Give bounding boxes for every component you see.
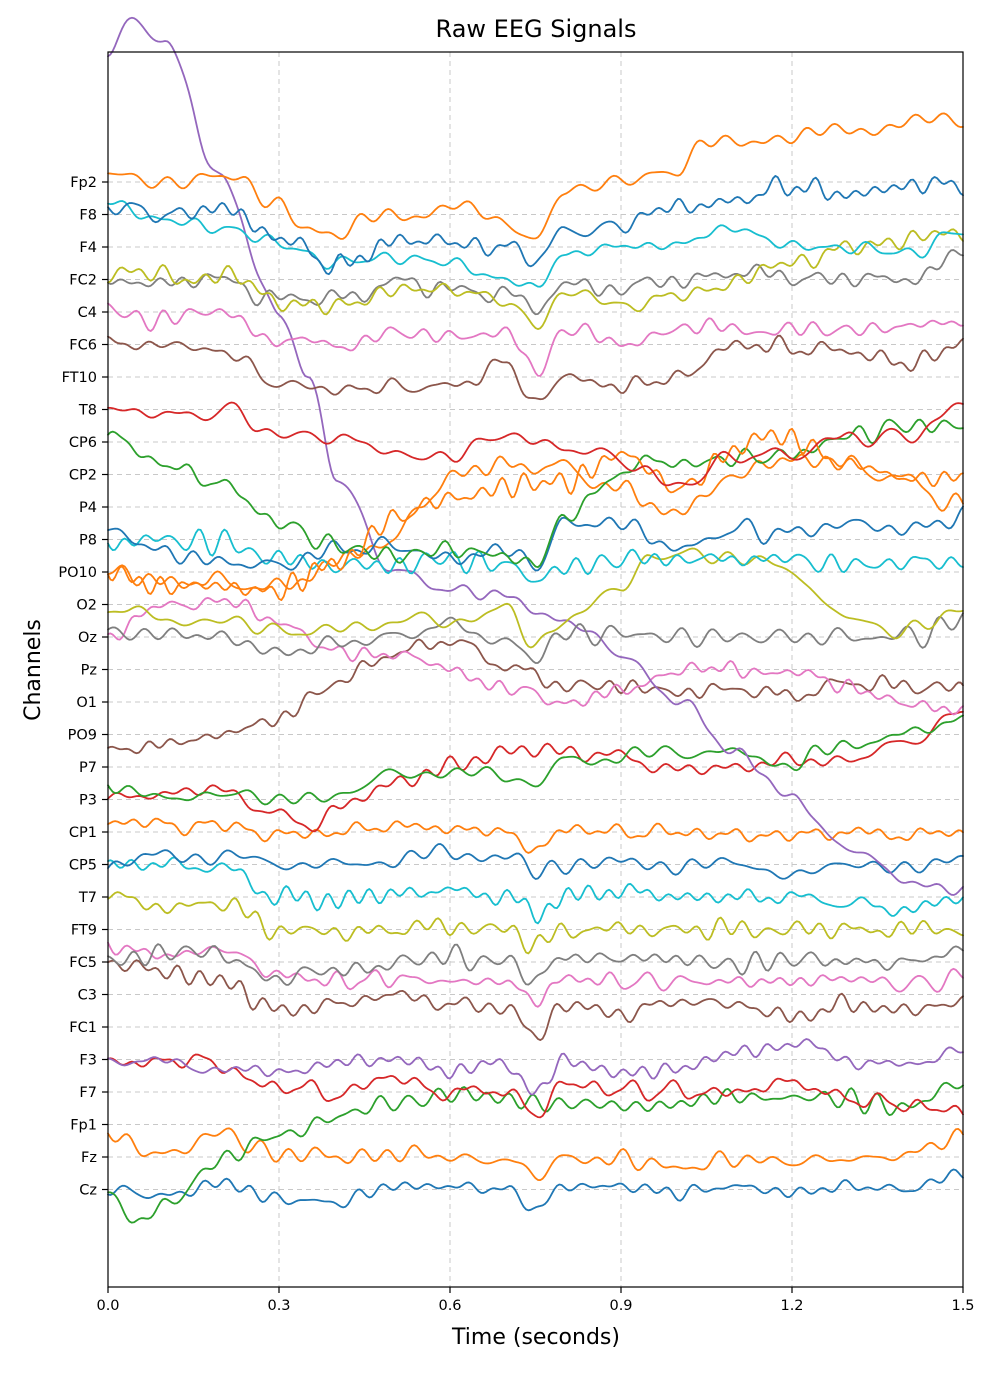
y-tick-label-c3: C3 (78, 988, 97, 1004)
y-tick-label-fc6: FC6 (69, 338, 97, 354)
y-tick-label-fc1: FC1 (69, 1020, 97, 1036)
y-tick-label-cp6: CP6 (69, 435, 97, 451)
trace-p8 (107, 528, 964, 583)
trace-c3 (107, 941, 964, 1008)
trace-fc2 (107, 228, 964, 330)
x-tick-label: 0.0 (96, 1298, 119, 1314)
trace-o2 (107, 547, 964, 649)
x-axis-label: Time (seconds) (451, 1325, 620, 1350)
trace-ft9 (107, 891, 964, 955)
x-tick-label: 0.9 (609, 1298, 632, 1314)
y-tick-label-f8: F8 (79, 208, 97, 224)
trace-cp5 (107, 843, 964, 880)
y-tick-label-f3: F3 (79, 1053, 97, 1069)
trace-o1 (107, 596, 964, 716)
trace-fc1 (107, 959, 964, 1042)
trace-cp6 (107, 427, 964, 601)
trace-f8 (107, 175, 964, 276)
y-tick-label-p4: P4 (79, 500, 97, 516)
trace-c4 (107, 249, 964, 316)
y-tick-label-t7: T7 (78, 890, 97, 906)
y-tick-label-c4: C4 (78, 305, 97, 321)
y-tick-label-fp2: Fp2 (70, 175, 97, 191)
y-tick-label-pz: Pz (81, 663, 97, 679)
y-tick-label-ft10: FT10 (62, 370, 97, 386)
y-tick-label-fc2: FC2 (69, 273, 97, 289)
trace-p4 (107, 505, 964, 572)
trace-fc5 (107, 943, 964, 986)
trace-f7 (107, 1053, 964, 1119)
y-tick-label-ft9: FT9 (71, 923, 97, 939)
y-tick-label-fz: Fz (81, 1150, 97, 1166)
y-tick-label-fp1: Fp1 (70, 1118, 97, 1134)
x-tick-label: 1.2 (780, 1298, 803, 1314)
y-tick-label-cp5: CP5 (69, 858, 97, 874)
traces (107, 16, 964, 1224)
trace-pz (107, 16, 964, 896)
trace-f4 (107, 200, 964, 288)
y-tick-label-p3: P3 (79, 793, 97, 809)
y-tick-label-t8: T8 (78, 403, 97, 419)
y-tick-label-f7: F7 (79, 1085, 97, 1101)
trace-cp1 (107, 817, 964, 854)
y-tick-label-po10: PO10 (58, 565, 97, 581)
y-tick-label-cp1: CP1 (69, 825, 97, 841)
trace-t8 (107, 401, 964, 487)
x-axis-ticks: 0.0 0.3 0.6 0.9 1.2 1.5 (96, 1287, 975, 1314)
y-axis-ticks: Cz Fz Fp1 F7 F3 FC1 C3 FC5 FT9 T7 CP5 CP1 P3 P7 PO9 O1 P… (58, 175, 108, 1199)
trace-t7 (107, 856, 964, 925)
y-axis-label: Channels (21, 619, 46, 721)
y-tick-label-oz: Oz (78, 630, 97, 646)
chart-title: Raw EEG Signals (436, 15, 637, 43)
y-tick-label-cp2: CP2 (69, 468, 97, 484)
trace-oz (107, 612, 964, 664)
y-tick-label-p7: P7 (79, 760, 97, 776)
trace-ft10 (107, 334, 964, 401)
y-tick-label-f4: F4 (79, 240, 97, 256)
trace-p7 (107, 714, 964, 806)
trace-fc6 (107, 302, 964, 377)
x-tick-label: 0.3 (267, 1298, 290, 1314)
y-tick-label-p8: P8 (79, 533, 97, 549)
trace-fp2 (107, 112, 964, 240)
y-tick-label-o1: O1 (76, 695, 97, 711)
x-tick-label: 1.5 (951, 1298, 974, 1314)
y-tick-label-po9: PO9 (68, 728, 97, 744)
trace-fp1 (107, 1081, 964, 1224)
trace-po9 (107, 638, 964, 755)
y-tick-label-fc5: FC5 (69, 955, 97, 971)
y-tick-label-cz: Cz (79, 1183, 97, 1199)
trace-f3 (107, 1038, 964, 1096)
trace-p3 (107, 710, 964, 833)
trace-cz (107, 1168, 964, 1212)
trace-fz (107, 1127, 964, 1182)
y-tick-label-o2: O2 (76, 598, 97, 614)
trace-po10 (107, 453, 964, 591)
x-tick-label: 0.6 (438, 1298, 461, 1314)
trace-cp2 (107, 418, 964, 569)
